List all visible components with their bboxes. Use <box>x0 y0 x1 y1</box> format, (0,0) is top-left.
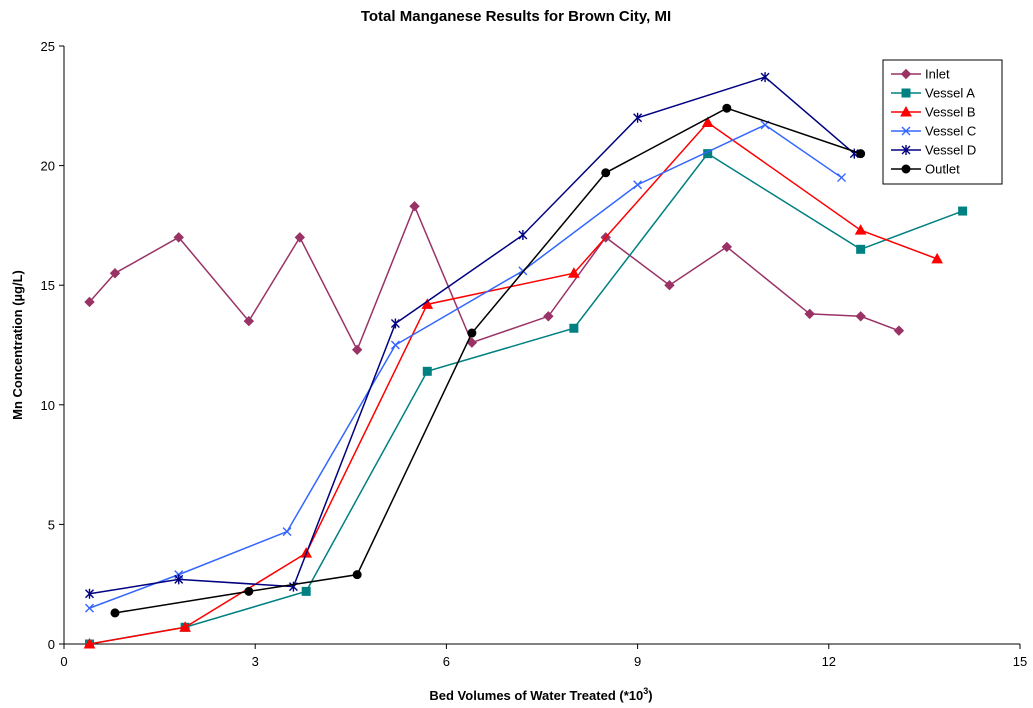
series-line <box>89 124 842 609</box>
data-point <box>901 145 911 155</box>
legend-label: Vessel B <box>925 105 976 120</box>
y-tick-label: 10 <box>41 398 55 413</box>
data-point <box>244 586 254 596</box>
data-point <box>633 112 643 123</box>
series-vessel-d <box>84 72 859 599</box>
data-point <box>855 311 866 322</box>
x-axis-label-superscript: 3 <box>643 686 648 696</box>
data-point <box>243 315 255 327</box>
data-point <box>467 328 477 338</box>
x-axis-label: Bed Volumes of Water Treated (*103) <box>429 686 652 703</box>
data-point <box>390 340 400 350</box>
series-inlet <box>84 201 905 355</box>
series-line <box>89 121 938 645</box>
data-point <box>721 241 733 253</box>
data-point <box>901 126 911 136</box>
legend-entry: Outlet <box>891 162 960 177</box>
series-line <box>89 76 855 595</box>
x-tick-label: 15 <box>1013 654 1027 669</box>
x-tick-label: 6 <box>443 654 450 669</box>
y-axis-label: Mn Concentration (µg/L) <box>10 270 25 420</box>
data-point <box>301 586 311 596</box>
data-point <box>179 621 191 632</box>
x-tick-label: 9 <box>634 654 641 669</box>
data-point <box>351 344 363 355</box>
data-point <box>84 296 95 308</box>
data-point <box>568 267 580 278</box>
data-point <box>518 229 528 240</box>
data-point <box>109 268 121 279</box>
x-axis-label-suffix: ) <box>648 688 652 703</box>
legend: Inlet Vessel A Vessel B Vessel C Vessel D Out… <box>882 59 1003 185</box>
data-point <box>854 224 867 235</box>
data-point <box>84 588 94 599</box>
data-point <box>701 116 714 128</box>
legend-label: Inlet <box>925 67 950 82</box>
legend-entry: Vessel A <box>891 86 975 101</box>
data-point <box>282 527 292 537</box>
data-point <box>931 252 943 264</box>
data-point <box>390 318 400 329</box>
legend-label: Vessel D <box>925 143 976 158</box>
legend-entry: Vessel C <box>891 124 976 139</box>
data-point <box>900 68 912 80</box>
data-point <box>856 149 866 159</box>
y-tick-label: 0 <box>48 637 55 652</box>
data-point <box>893 325 905 336</box>
data-point <box>84 603 94 613</box>
legend-entry: Vessel B <box>891 105 976 120</box>
series-vessel-b <box>83 116 943 649</box>
data-point <box>543 311 554 322</box>
data-point <box>422 366 432 376</box>
data-point <box>294 232 306 243</box>
data-point <box>633 180 643 190</box>
series-outlet <box>110 103 866 618</box>
legend-label: Vessel C <box>925 124 976 139</box>
x-tick-label: 0 <box>60 654 67 669</box>
data-point <box>601 168 611 178</box>
data-point <box>901 88 911 98</box>
data-point <box>409 201 420 212</box>
legend-entry: Inlet <box>891 67 950 82</box>
series-line <box>88 204 900 352</box>
data-point <box>804 308 815 320</box>
legend-label: Outlet <box>925 162 960 177</box>
chart-title: Total Manganese Results for Brown City, … <box>361 8 671 25</box>
y-tick-label: 5 <box>48 517 55 532</box>
data-point <box>664 279 675 291</box>
data-point <box>722 103 732 113</box>
data-point <box>837 173 847 183</box>
y-tick-label: 25 <box>41 39 55 54</box>
data-point <box>466 337 478 348</box>
x-axis-label-main: Bed Volumes of Water Treated (*10 <box>429 688 643 703</box>
series-vessel-c <box>84 120 847 613</box>
data-point <box>900 105 912 117</box>
y-tick-label: 20 <box>41 159 55 174</box>
data-point <box>958 206 968 216</box>
data-point <box>856 244 866 254</box>
x-tick-label: 3 <box>252 654 259 669</box>
legend-label: Vessel A <box>925 86 975 101</box>
data-point <box>173 232 184 243</box>
plot-area: 0 5 10 15 20 25 0 3 6 9 12 15 Inlet Vessel A Vessel B V… <box>41 39 1028 669</box>
series-vessel-a <box>84 149 968 649</box>
data-point <box>110 608 120 618</box>
y-tick-label: 15 <box>41 278 55 293</box>
data-point <box>352 570 362 580</box>
series-line <box>89 152 963 645</box>
legend-box <box>882 59 1003 185</box>
data-point <box>569 323 579 333</box>
x-tick-label: 12 <box>822 654 836 669</box>
legend-entry: Vessel D <box>891 143 976 158</box>
data-point <box>83 637 96 649</box>
data-point <box>901 164 911 174</box>
data-point <box>174 574 184 585</box>
data-point <box>760 72 770 83</box>
series-line <box>114 107 861 614</box>
